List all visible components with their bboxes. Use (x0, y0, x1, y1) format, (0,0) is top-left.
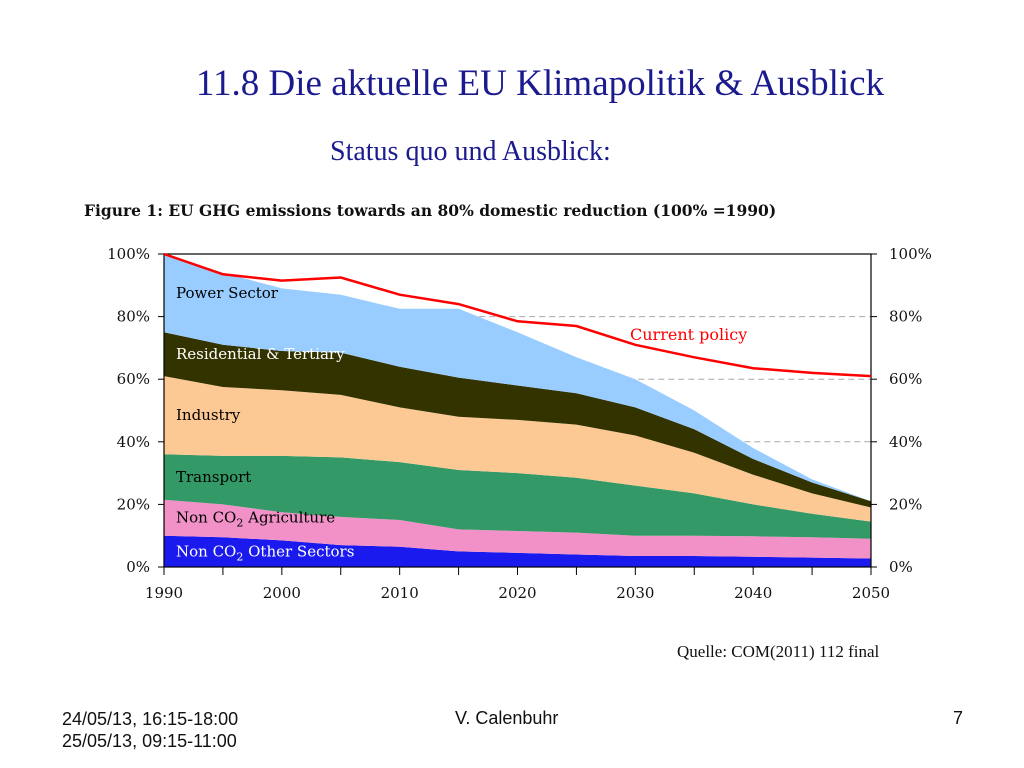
label-non-co2-agriculture: Non CO2 Agriculture (176, 509, 335, 530)
ytick-label-right: 100% (889, 245, 932, 263)
gridlines (479, 316, 871, 443)
footer-date-1: 24/05/13, 16:15-18:00 (62, 709, 239, 729)
ytick-label-left: 40% (117, 433, 150, 451)
chart-title: Figure 1: EU GHG emissions towards an 80… (84, 201, 777, 220)
ytick-label-right: 20% (889, 495, 922, 513)
area-industry (164, 376, 871, 522)
ytick-label-right: 40% (889, 433, 922, 451)
ytick-label-right: 0% (889, 558, 913, 576)
axis-ticks: 0% 0% 20% 20% 40% 40% 60% 60% 80% 80% 100% 100% 1990… (107, 245, 932, 602)
xtick-label: 2000 (263, 584, 301, 602)
xtick-label: 2010 (381, 584, 419, 602)
xtick-label: 2030 (616, 584, 654, 602)
line-current-policy (163, 252, 872, 378)
ytick-label-right: 60% (889, 370, 922, 388)
area-residential-tertiary (164, 332, 871, 508)
page-number: 7 (953, 708, 964, 728)
ytick-label-left: 0% (126, 558, 150, 576)
area-power-sector (164, 254, 871, 502)
footer-author: V. Calenbuhr (455, 708, 559, 728)
source-note: Quelle: COM(2011) 112 final (677, 642, 880, 661)
ytick-label-right: 80% (889, 308, 922, 326)
area-layers (164, 254, 871, 567)
label-current-policy: Current policy (630, 325, 747, 344)
label-residential-tertiary: Residential & Tertiary (176, 345, 345, 363)
xtick-label: 2020 (498, 584, 536, 602)
xtick-label: 2050 (852, 584, 890, 602)
series-labels: Non CO2 Other Sectors Non CO2 Agriculture… (176, 284, 354, 563)
ytick-label-left: 80% (117, 308, 150, 326)
footer-date-2: 25/05/13, 09:15-11:00 (62, 731, 237, 751)
xtick-label: 2040 (734, 584, 772, 602)
slide-subtitle: Status quo und Ausblick: (330, 136, 611, 167)
ytick-label-left: 100% (107, 245, 150, 263)
label-industry: Industry (176, 406, 241, 424)
xtick-label: 1990 (145, 584, 183, 602)
line-series: Current policy (163, 252, 872, 378)
area-non-co2-agriculture (164, 499, 871, 559)
ytick-label-left: 20% (117, 495, 150, 513)
ytick-label-left: 60% (117, 370, 150, 388)
area-non-co2-other-sectors (164, 535, 871, 567)
label-power-sector: Power Sector (176, 284, 279, 302)
slide-title: 11.8 Die aktuelle EU Klimapolitik & Ausb… (195, 63, 885, 104)
footer-dates: 24/05/13, 16:15-18:00 25/05/13, 09:15-11… (62, 708, 238, 752)
area-transport (164, 454, 871, 539)
label-transport: Transport (176, 468, 251, 486)
label-non-co2-other-sectors: Non CO2 Other Sectors (176, 542, 354, 563)
